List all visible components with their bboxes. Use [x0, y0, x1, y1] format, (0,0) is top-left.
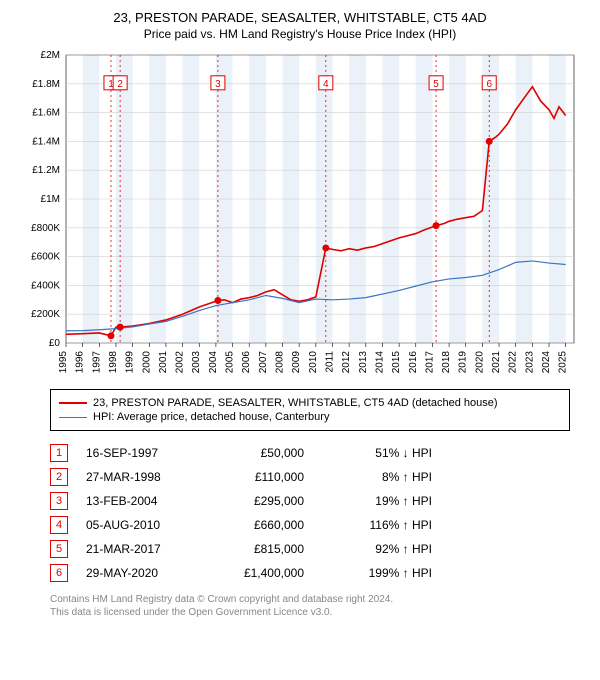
x-tick-label: 2011 [324, 351, 335, 373]
x-tick-label: 2016 [408, 351, 419, 374]
x-tick-label: 2022 [508, 351, 519, 374]
transaction-number: 2 [117, 79, 123, 90]
footer-line-2: This data is licensed under the Open Gov… [50, 606, 570, 619]
x-tick-label: 2009 [291, 351, 302, 374]
x-tick-label: 2018 [441, 351, 452, 374]
x-tick-label: 2004 [208, 351, 219, 374]
tx-number-box: 5 [50, 540, 68, 558]
legend: 23, PRESTON PARADE, SEASALTER, WHITSTABL… [50, 389, 570, 431]
x-tick-label: 2014 [374, 351, 385, 374]
footer-attribution: Contains HM Land Registry data © Crown c… [50, 593, 570, 619]
x-tick-label: 2008 [275, 351, 286, 374]
tx-date: 29-MAY-2020 [86, 566, 196, 580]
x-tick-label: 2000 [141, 351, 152, 374]
tx-number-box: 1 [50, 444, 68, 462]
tx-date: 13-FEB-2004 [86, 494, 196, 508]
tx-number-box: 6 [50, 564, 68, 582]
table-row: 2 27-MAR-1998 £110,000 8% ↑ HPI [50, 465, 570, 489]
tx-price: £815,000 [214, 542, 304, 556]
y-tick-label: £1.8M [32, 79, 60, 90]
tx-diff: 19% ↑ HPI [322, 494, 432, 508]
x-tick-label: 2015 [391, 351, 402, 374]
page-title: 23, PRESTON PARADE, SEASALTER, WHITSTABL… [10, 10, 590, 25]
tx-diff: 199% ↑ HPI [322, 566, 432, 580]
x-tick-label: 2012 [341, 351, 352, 374]
transaction-table: 1 16-SEP-1997 £50,000 51% ↓ HPI 2 27-MAR-1998… [50, 441, 570, 585]
tx-date: 27-MAR-1998 [86, 470, 196, 484]
y-tick-label: £1.6M [32, 108, 60, 119]
legend-label: HPI: Average price, detached house, Cant… [93, 411, 329, 423]
y-tick-label: £1.2M [32, 165, 60, 176]
transaction-number: 6 [486, 79, 492, 90]
transaction-marker [322, 244, 329, 251]
x-tick-label: 2013 [358, 351, 369, 374]
transaction-marker [214, 297, 221, 304]
x-tick-label: 2017 [424, 351, 435, 374]
x-tick-label: 1997 [91, 351, 102, 374]
y-tick-label: £400K [31, 280, 60, 291]
table-row: 5 21-MAR-2017 £815,000 92% ↑ HPI [50, 537, 570, 561]
page-subtitle: Price paid vs. HM Land Registry's House … [10, 27, 590, 41]
x-tick-label: 2019 [458, 351, 469, 374]
x-tick-label: 2021 [491, 351, 502, 374]
price-chart: £0 £200K £400K £600K £800K £1M £1.2M £1.4M £1.6M… [20, 49, 580, 379]
transaction-marker [433, 222, 440, 229]
x-tick-label: 2025 [558, 351, 569, 374]
tx-diff: 92% ↑ HPI [322, 542, 432, 556]
transaction-marker [486, 138, 493, 145]
x-tick-label: 2007 [258, 351, 269, 374]
tx-number-box: 3 [50, 492, 68, 510]
tx-price: £295,000 [214, 494, 304, 508]
tx-date: 16-SEP-1997 [86, 446, 196, 460]
table-row: 3 13-FEB-2004 £295,000 19% ↑ HPI [50, 489, 570, 513]
x-tick-label: 2001 [158, 351, 169, 374]
legend-swatch [59, 417, 87, 418]
tx-price: £50,000 [214, 446, 304, 460]
transaction-marker [117, 324, 124, 331]
legend-item: HPI: Average price, detached house, Cant… [59, 410, 561, 424]
x-tick-label: 1995 [58, 351, 69, 374]
x-tick-label: 1998 [108, 351, 119, 374]
y-tick-label: £200K [31, 309, 60, 320]
tx-date: 21-MAR-2017 [86, 542, 196, 556]
tx-diff: 8% ↑ HPI [322, 470, 432, 484]
y-tick-label: £1.4M [32, 136, 60, 147]
footer-line-1: Contains HM Land Registry data © Crown c… [50, 593, 570, 606]
table-row: 4 05-AUG-2010 £660,000 116% ↑ HPI [50, 513, 570, 537]
y-tick-label: £800K [31, 223, 60, 234]
transaction-number: 4 [323, 79, 329, 90]
legend-label: 23, PRESTON PARADE, SEASALTER, WHITSTABL… [93, 397, 498, 409]
x-tick-label: 2010 [308, 351, 319, 374]
table-row: 1 16-SEP-1997 £50,000 51% ↓ HPI [50, 441, 570, 465]
x-tick-label: 2005 [225, 351, 236, 374]
x-tick-label: 2024 [541, 351, 552, 374]
tx-price: £1,400,000 [214, 566, 304, 580]
x-tick-label: 2006 [241, 351, 252, 374]
x-tick-label: 2003 [191, 351, 202, 374]
y-tick-label: £2M [41, 50, 60, 61]
x-tick-label: 1999 [125, 351, 136, 374]
legend-swatch [59, 402, 87, 404]
y-tick-label: £1M [41, 194, 60, 205]
legend-item: 23, PRESTON PARADE, SEASALTER, WHITSTABL… [59, 396, 561, 410]
tx-diff: 116% ↑ HPI [322, 518, 432, 532]
tx-number-box: 4 [50, 516, 68, 534]
tx-diff: 51% ↓ HPI [322, 446, 432, 460]
transaction-number: 5 [433, 79, 439, 90]
x-tick-label: 2020 [474, 351, 485, 374]
table-row: 6 29-MAY-2020 £1,400,000 199% ↑ HPI [50, 561, 570, 585]
x-tick-label: 2023 [524, 351, 535, 374]
x-tick-label: 2002 [175, 351, 186, 374]
y-tick-label: £600K [31, 252, 60, 263]
tx-price: £660,000 [214, 518, 304, 532]
transaction-number: 3 [215, 79, 221, 90]
x-tick-label: 1996 [75, 351, 86, 374]
tx-number-box: 2 [50, 468, 68, 486]
y-tick-label: £0 [49, 338, 61, 349]
transaction-marker [107, 332, 114, 339]
tx-date: 05-AUG-2010 [86, 518, 196, 532]
tx-price: £110,000 [214, 470, 304, 484]
